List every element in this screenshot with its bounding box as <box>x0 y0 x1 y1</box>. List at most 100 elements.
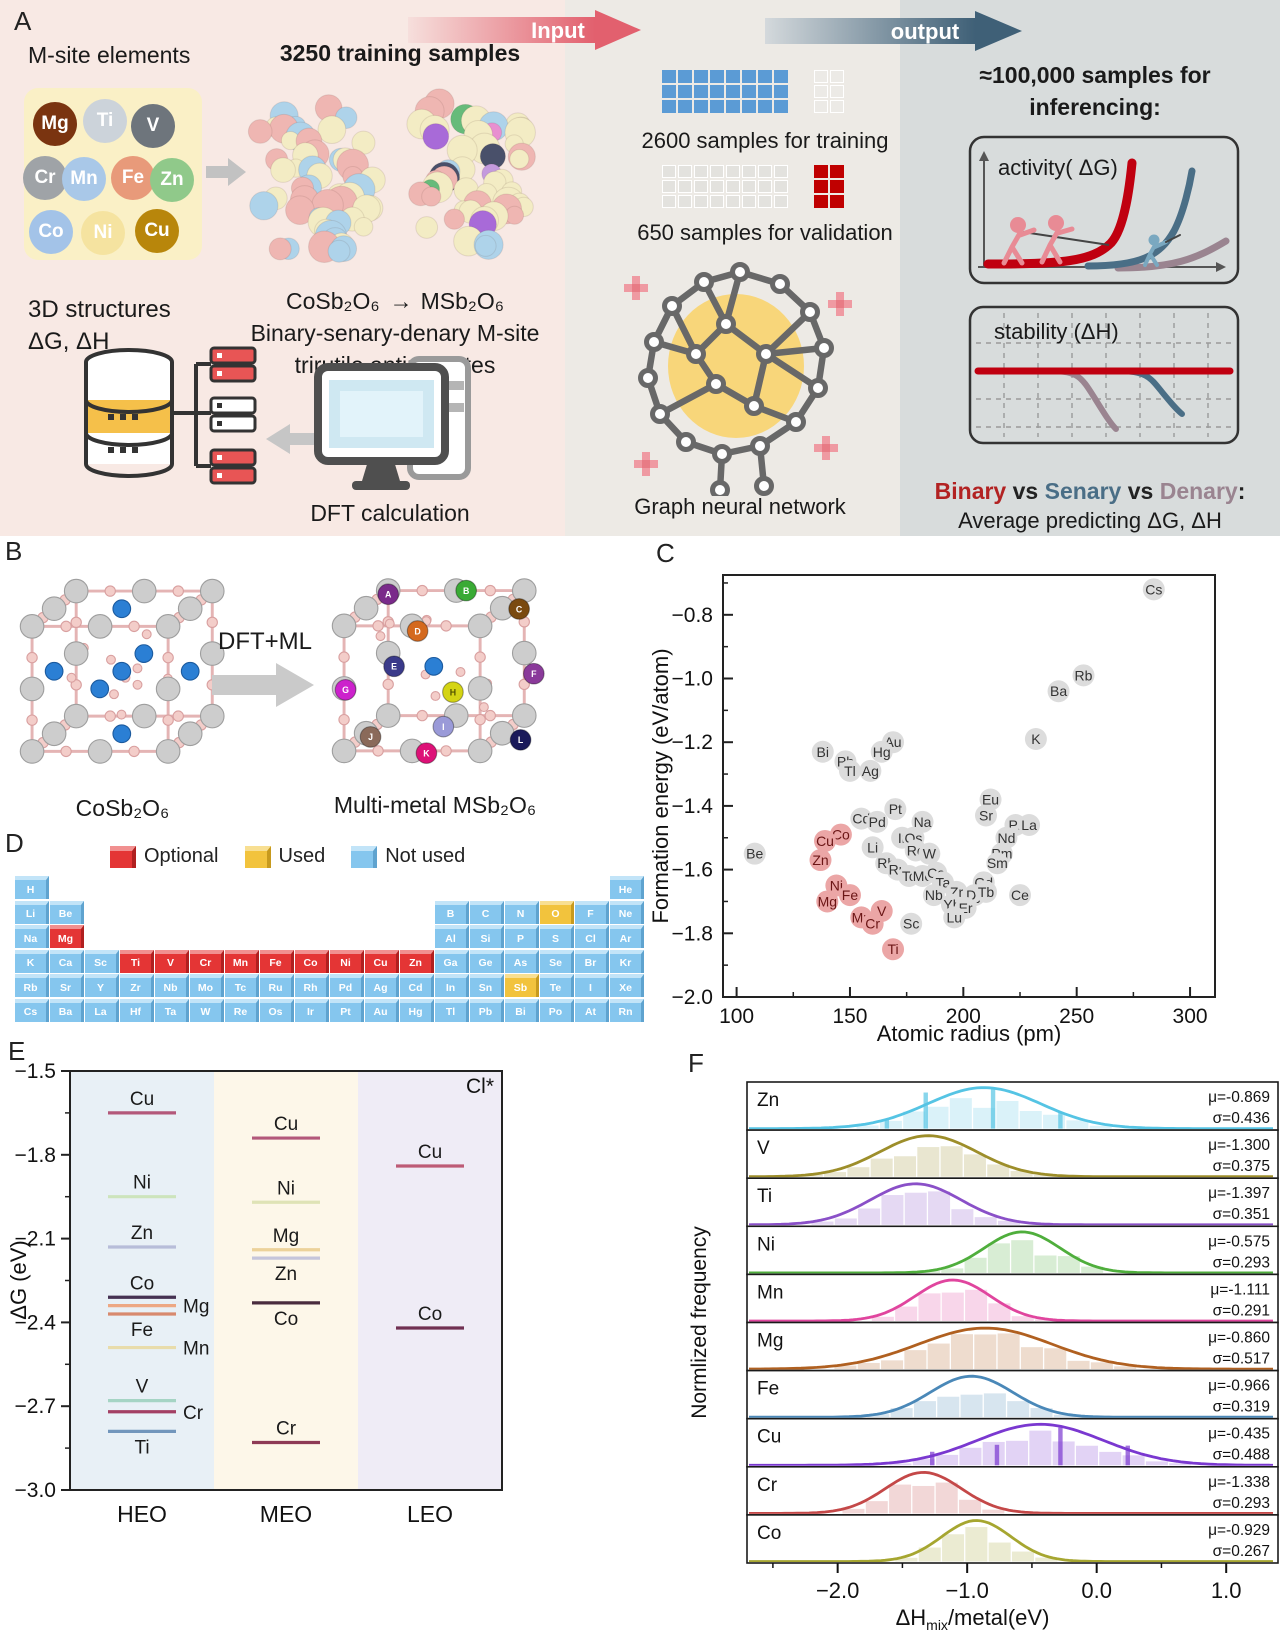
svg-text:Cu: Cu <box>816 833 834 849</box>
inference-line1: ≈100,000 samples for <box>979 62 1211 88</box>
sample-cell <box>710 165 724 178</box>
plus-sprite-icon <box>828 292 852 316</box>
svg-text:300: 300 <box>1173 1005 1208 1028</box>
element-cell-Al: Al <box>435 925 469 948</box>
svg-text:Fe: Fe <box>842 887 859 903</box>
svg-text:σ=0.319: σ=0.319 <box>1213 1399 1270 1416</box>
svg-text:−2.4: −2.4 <box>15 1311 57 1334</box>
activity-plot: activity( ΔG) <box>968 135 1240 285</box>
element-cell-Zr: Zr <box>120 974 154 997</box>
element-cell-Ba: Ba <box>50 998 84 1022</box>
scatter-point-Nb: Nb <box>922 884 945 907</box>
energy-level-HEO-Mn: Mn <box>108 1339 209 1360</box>
svg-text:D: D <box>414 626 420 636</box>
svg-text:Pt: Pt <box>889 801 902 817</box>
element-cell-Li: Li <box>15 900 49 924</box>
sample-cell <box>830 180 844 193</box>
sample-cell <box>830 70 844 83</box>
sample-cell <box>758 85 772 98</box>
element-cell-Ne: Ne <box>610 900 644 924</box>
energy-level-LEO-Cu: Cu <box>396 1142 464 1168</box>
sample-cell <box>726 100 740 113</box>
sample-cell <box>710 100 724 113</box>
sample-cell <box>742 165 756 178</box>
svg-text:Atomic radius (pm): Atomic radius (pm) <box>877 1021 1062 1046</box>
element-cell-Ru: Ru <box>260 974 294 997</box>
sample-cell <box>726 165 740 178</box>
svg-text:Mg: Mg <box>757 1331 783 1352</box>
element-cell-Be: Be <box>50 900 84 924</box>
scatter-point-Pt: Pt <box>884 798 907 821</box>
val-caption: 650 samples for validation <box>637 220 893 245</box>
sample-cell <box>742 70 756 83</box>
compare-word: Denary <box>1159 478 1238 504</box>
element-cell-Ag: Ag <box>365 974 399 997</box>
svg-text:MEO: MEO <box>260 1501 312 1527</box>
svg-text:Zn: Zn <box>757 1090 779 1111</box>
svg-text:Formation energy (eV/atom): Formation energy (eV/atom) <box>650 648 673 923</box>
dist-row-Zn: Zn μ=-0.869 σ=0.436 <box>746 1081 1279 1131</box>
svg-text:Eu: Eu <box>982 792 999 808</box>
structures-line1: 3D structures <box>28 296 171 323</box>
sample-cell <box>694 85 708 98</box>
sample-cell <box>710 180 724 193</box>
legend-cube-n <box>351 845 378 868</box>
svg-text:LEO: LEO <box>407 1501 453 1527</box>
element-cell-I: I <box>575 974 609 997</box>
scatter-point-Sc: Sc <box>900 912 923 935</box>
m-site-element-Cr: Cr <box>23 156 67 200</box>
m-site-element-Mg: Mg <box>33 102 77 146</box>
svg-text:−2.0: −2.0 <box>672 986 713 1009</box>
element-cell-Br: Br <box>575 949 609 973</box>
svg-text:Zn: Zn <box>812 852 828 868</box>
element-cell-Te: Te <box>540 974 574 997</box>
svg-text:Ti: Ti <box>887 941 898 957</box>
element-cell-Ti: Ti <box>120 949 154 973</box>
svg-text:Cr: Cr <box>276 1419 297 1440</box>
sample-cell <box>814 165 828 178</box>
element-cell-As: As <box>505 949 539 973</box>
crystal-structure-right: A B C D E F G H I J K L <box>331 578 545 764</box>
svg-text:HEO: HEO <box>117 1501 167 1527</box>
element-cell-Cl: Cl <box>575 925 609 948</box>
element-cell-In: In <box>435 974 469 997</box>
input-arrow: Input <box>408 10 641 50</box>
m-site-element-Ti: Ti <box>83 99 127 143</box>
svg-text:100: 100 <box>719 1005 754 1028</box>
svg-text:Zn: Zn <box>275 1264 297 1285</box>
svg-text:Co: Co <box>418 1304 442 1325</box>
svg-text:1.0: 1.0 <box>1211 1578 1242 1603</box>
small-figure-icon <box>1143 234 1181 267</box>
svg-text:σ=0.517: σ=0.517 <box>1213 1351 1270 1368</box>
element-cell-Cd: Cd <box>400 974 434 997</box>
svg-text:V: V <box>877 903 887 919</box>
sample-cell <box>694 195 708 208</box>
sample-cell <box>758 165 772 178</box>
svg-text:E: E <box>391 662 397 672</box>
element-cell-Sc: Sc <box>85 949 119 973</box>
structures-line2: ΔG, ΔH <box>28 328 110 355</box>
svg-text:Ni: Ni <box>757 1234 775 1255</box>
sample-cell <box>678 180 692 193</box>
dist-row-Ni: Ni μ=-0.575 σ=0.293 <box>746 1225 1279 1276</box>
energy-level-HEO-Cr: Cr <box>108 1403 204 1424</box>
m-site-title: M-site elements <box>28 42 191 68</box>
element-cell-Zn: Zn <box>400 949 434 973</box>
element-cell-Mn: Mn <box>225 949 259 973</box>
sample-cell <box>662 100 676 113</box>
sample-cell <box>774 85 788 98</box>
svg-text:μ=-0.966: μ=-0.966 <box>1208 1378 1270 1395</box>
scatter-point-W: W <box>918 842 941 865</box>
element-cell-N: N <box>505 900 539 924</box>
element-cell-Cu: Cu <box>365 949 399 973</box>
svg-text:200: 200 <box>946 1005 981 1028</box>
sample-cell <box>814 100 828 113</box>
scatter-point-Bi: Bi <box>811 740 834 763</box>
svg-text:−1.8: −1.8 <box>15 1144 56 1167</box>
svg-text:L: L <box>518 735 524 745</box>
dist-row-Co: Co μ=-0.929 σ=0.267 <box>746 1514 1279 1564</box>
scatter-point-Be: Be <box>743 842 766 865</box>
svg-text:ΔG (eV): ΔG (eV) <box>6 1240 31 1319</box>
energy-level-HEO-Co: Co <box>108 1273 176 1299</box>
scatter-point-Rb: Rb <box>1072 664 1095 687</box>
